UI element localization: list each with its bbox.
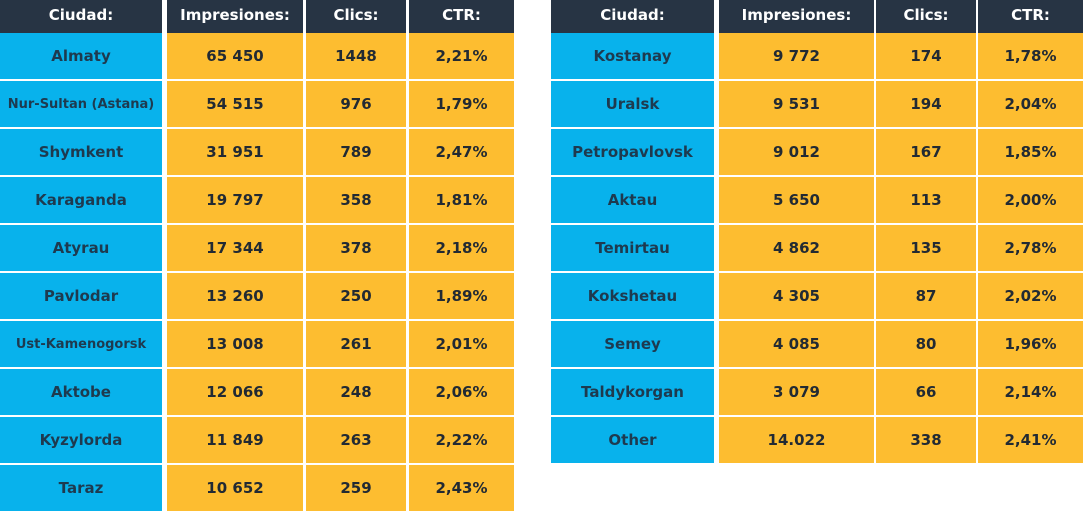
cell-clicks: 87 xyxy=(876,273,976,319)
cell-impressions: 54 515 xyxy=(167,81,303,127)
cell-impressions: 65 450 xyxy=(167,33,303,79)
cell-clicks: 259 xyxy=(306,465,406,511)
cell-impressions: 9 012 xyxy=(719,129,874,175)
cell-ctr: 2,43% xyxy=(409,465,514,511)
cell-ctr: 2,06% xyxy=(409,369,514,415)
cell-ctr: 1,96% xyxy=(978,321,1083,367)
cell-impressions: 9 531 xyxy=(719,81,874,127)
cell-city: Semey xyxy=(551,321,714,367)
cell-clicks: 263 xyxy=(306,417,406,463)
cell-clicks: 66 xyxy=(876,369,976,415)
cell-ctr: 2,22% xyxy=(409,417,514,463)
cell-impressions: 17 344 xyxy=(167,225,303,271)
column-header-ctr: CTR: xyxy=(978,0,1083,33)
column-header-clicks: Clics: xyxy=(876,0,976,33)
cell-city: Uralsk xyxy=(551,81,714,127)
cell-city: Petropavlovsk xyxy=(551,129,714,175)
cell-ctr: 2,04% xyxy=(978,81,1083,127)
cell-city: Temirtau xyxy=(551,225,714,271)
column-header-city: Ciudad: xyxy=(551,0,714,33)
cell-impressions: 10 652 xyxy=(167,465,303,511)
cell-city: Ust-Kamenogorsk xyxy=(0,321,162,367)
cell-clicks: 1448 xyxy=(306,33,406,79)
cell-clicks: 378 xyxy=(306,225,406,271)
cell-city: Pavlodar xyxy=(0,273,162,319)
cell-city: Karaganda xyxy=(0,177,162,223)
cell-clicks: 248 xyxy=(306,369,406,415)
cell-ctr: 1,85% xyxy=(978,129,1083,175)
cell-clicks: 789 xyxy=(306,129,406,175)
cell-city: Shymkent xyxy=(0,129,162,175)
cell-city: Aktau xyxy=(551,177,714,223)
cell-ctr: 2,01% xyxy=(409,321,514,367)
cell-city: Other xyxy=(551,417,714,463)
cell-ctr: 2,00% xyxy=(978,177,1083,223)
column-header-impressions: Impresiones: xyxy=(719,0,874,33)
cell-city: Kyzylorda xyxy=(0,417,162,463)
cell-clicks: 250 xyxy=(306,273,406,319)
cell-ctr: 2,47% xyxy=(409,129,514,175)
cell-ctr: 1,89% xyxy=(409,273,514,319)
cell-ctr: 2,02% xyxy=(978,273,1083,319)
cell-clicks: 167 xyxy=(876,129,976,175)
cell-city: Almaty xyxy=(0,33,162,79)
column-header-impressions: Impresiones: xyxy=(167,0,303,33)
cell-clicks: 261 xyxy=(306,321,406,367)
cell-impressions: 12 066 xyxy=(167,369,303,415)
cell-ctr: 1,81% xyxy=(409,177,514,223)
cell-city: Kostanay xyxy=(551,33,714,79)
cell-city: Nur-Sultan (Astana) xyxy=(0,81,162,127)
cell-impressions: 4 085 xyxy=(719,321,874,367)
cell-impressions: 19 797 xyxy=(167,177,303,223)
cell-ctr: 2,14% xyxy=(978,369,1083,415)
cell-ctr: 2,41% xyxy=(978,417,1083,463)
cell-ctr: 1,79% xyxy=(409,81,514,127)
cell-city: Taraz xyxy=(0,465,162,511)
column-header-city: Ciudad: xyxy=(0,0,162,33)
cell-clicks: 194 xyxy=(876,81,976,127)
cell-clicks: 113 xyxy=(876,177,976,223)
cell-impressions: 9 772 xyxy=(719,33,874,79)
cell-ctr: 2,18% xyxy=(409,225,514,271)
cell-impressions: 31 951 xyxy=(167,129,303,175)
cell-city: Aktobe xyxy=(0,369,162,415)
cell-impressions: 14.022 xyxy=(719,417,874,463)
cell-city: Atyrau xyxy=(0,225,162,271)
cell-impressions: 13 008 xyxy=(167,321,303,367)
cell-impressions: 4 862 xyxy=(719,225,874,271)
cell-clicks: 358 xyxy=(306,177,406,223)
cell-clicks: 135 xyxy=(876,225,976,271)
cell-clicks: 174 xyxy=(876,33,976,79)
cell-impressions: 11 849 xyxy=(167,417,303,463)
cell-city: Kokshetau xyxy=(551,273,714,319)
cell-impressions: 5 650 xyxy=(719,177,874,223)
cell-ctr: 2,78% xyxy=(978,225,1083,271)
cell-impressions: 3 079 xyxy=(719,369,874,415)
cell-clicks: 338 xyxy=(876,417,976,463)
cell-impressions: 4 305 xyxy=(719,273,874,319)
cell-ctr: 2,21% xyxy=(409,33,514,79)
column-header-ctr: CTR: xyxy=(409,0,514,33)
cell-city: Taldykorgan xyxy=(551,369,714,415)
column-header-clicks: Clics: xyxy=(306,0,406,33)
cell-clicks: 80 xyxy=(876,321,976,367)
cell-clicks: 976 xyxy=(306,81,406,127)
cell-impressions: 13 260 xyxy=(167,273,303,319)
cell-ctr: 1,78% xyxy=(978,33,1083,79)
